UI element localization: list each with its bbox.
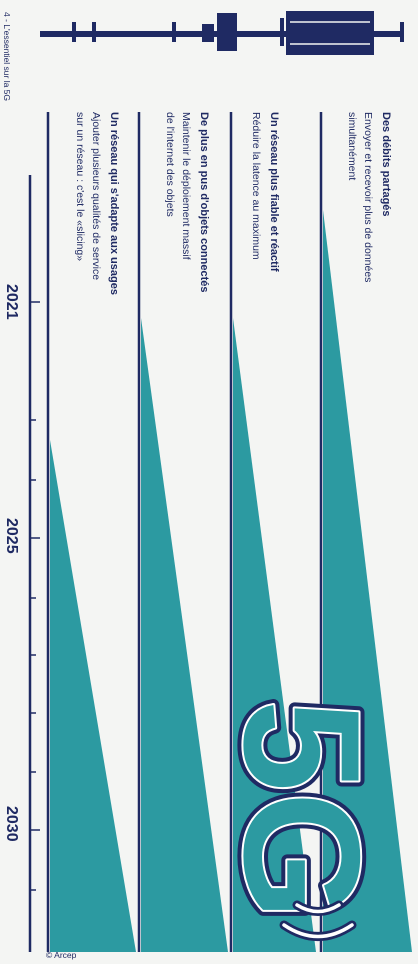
page-label: 4 - L'essentiel sur la 5G — [2, 12, 12, 102]
header-decoration-lines — [290, 21, 370, 45]
column-title: Un réseau plus fiable et réactif — [268, 112, 280, 272]
column-title: De plus en pus d'objets connectés — [198, 112, 210, 293]
header-decoration — [40, 11, 404, 55]
column-desc: simultanément — [346, 112, 358, 181]
column-desc: sur un réseau : c'est le «slicing» — [74, 112, 86, 262]
signal-waves-icon-inner — [282, 903, 354, 939]
wedge-debits — [323, 210, 412, 952]
5g-logo: 5G 5G — [204, 694, 400, 926]
wedge-usages — [50, 440, 136, 952]
column-title: Des débits partagés — [380, 112, 392, 217]
column-desc: de l'internet des objets — [164, 112, 176, 217]
5g-logo-text-inner: 5G — [210, 700, 394, 920]
column-desc: Envoyer et recevoir plus de données — [362, 112, 374, 283]
year-label-2030: 2030 — [3, 806, 20, 842]
wedge-fiabilite — [233, 318, 316, 952]
column-desc: Ajouter plusieurs qualités de service — [90, 112, 102, 281]
timeline-ticks — [30, 301, 40, 891]
column-desc: Maintenir le déploiement massif — [180, 112, 192, 260]
year-label-2025: 2025 — [3, 518, 20, 554]
5g-logo-text: 5G — [210, 700, 394, 920]
year-label-2021: 2021 — [3, 284, 20, 320]
wedge-objets — [141, 318, 228, 952]
column-title: Un réseau qui s'adapte aux usages — [108, 112, 120, 295]
credit: © Arcep — [46, 950, 77, 960]
column-desc: Réduire la latence au maximum — [250, 112, 262, 260]
